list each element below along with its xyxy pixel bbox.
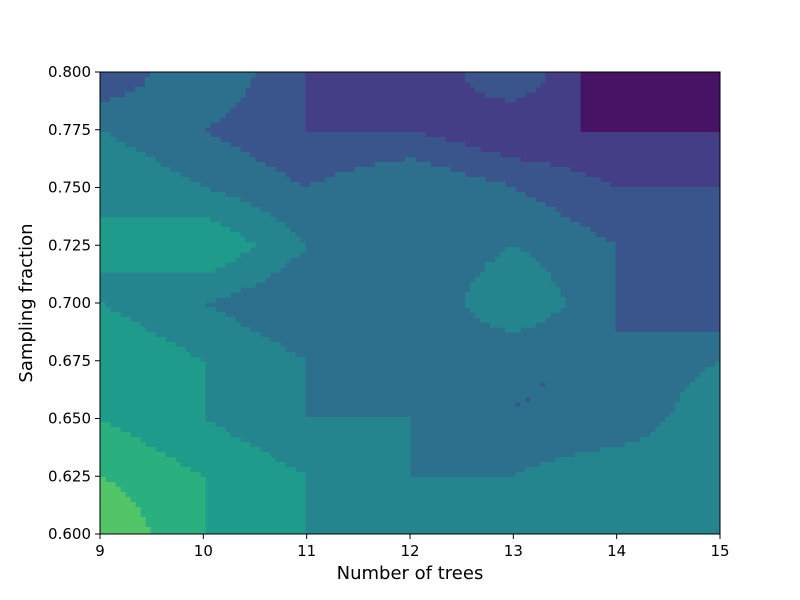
x-tick-label: 12: [400, 542, 419, 560]
y-tick-label: 0.600: [48, 525, 91, 543]
y-tick-label: 0.750: [48, 179, 91, 197]
y-tick-label: 0.700: [48, 294, 91, 312]
y-tick-label: 0.625: [48, 467, 91, 485]
x-tick-label: 15: [710, 542, 729, 560]
contour-fill-layer: [100, 72, 721, 535]
x-tick-label: 14: [607, 542, 626, 560]
x-tick-label: 10: [194, 542, 213, 560]
y-tick-label: 0.650: [48, 410, 91, 428]
x-tick-label: 11: [297, 542, 316, 560]
x-axis-label: Number of trees: [337, 563, 484, 584]
x-tick-label: 13: [504, 542, 523, 560]
y-tick-label: 0.675: [48, 352, 91, 370]
contour-band-1: [580, 72, 721, 133]
y-axis-label: Sampling fraction: [16, 223, 37, 382]
y-tick-label: 0.800: [48, 63, 91, 81]
y-tick-label: 0.725: [48, 236, 91, 254]
x-tick-label: 9: [95, 542, 105, 560]
y-tick-label: 0.775: [48, 121, 91, 139]
